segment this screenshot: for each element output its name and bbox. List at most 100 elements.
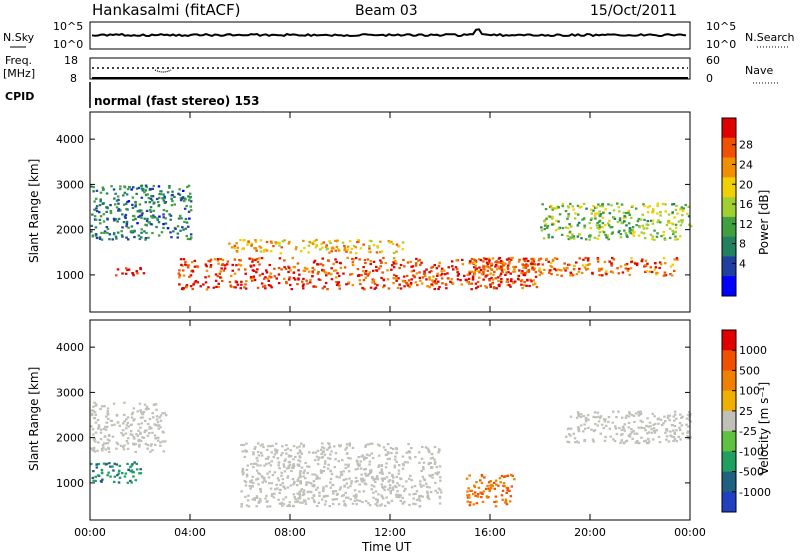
- velocity-cell: [652, 427, 656, 430]
- power-cell: [604, 271, 607, 274]
- power-cell: [545, 257, 548, 260]
- velocity-cell: [384, 448, 387, 452]
- velocity-cell: [129, 470, 132, 473]
- velocity-cell: [144, 442, 148, 445]
- power-cell: [674, 208, 678, 211]
- power-cell: [410, 270, 413, 273]
- power-cell: [403, 265, 406, 268]
- velocity-cell: [292, 464, 295, 467]
- velocity-cell: [596, 411, 600, 414]
- power-cell: [585, 207, 588, 210]
- power-cell: [491, 282, 494, 285]
- power-cell: [484, 285, 487, 288]
- power-cell: [302, 239, 305, 242]
- velocity-cell: [437, 451, 440, 454]
- power-cell: [602, 231, 606, 234]
- power-cell: [111, 238, 114, 241]
- power-cell: [410, 278, 413, 281]
- velocity-cell: [673, 419, 676, 422]
- power-cell: [543, 224, 547, 227]
- power-cell: [348, 240, 352, 243]
- velocity-cell: [429, 491, 433, 494]
- velocity-cell: [113, 423, 116, 426]
- velocity-cell: [342, 500, 346, 503]
- velocity-cell: [116, 421, 120, 424]
- power-cell: [233, 272, 237, 275]
- velocity-cell: [127, 468, 130, 471]
- power-cell: [551, 258, 555, 261]
- power-cell: [171, 200, 174, 203]
- power-cell: [358, 279, 361, 282]
- power-cell: [137, 186, 141, 189]
- power-cell: [583, 226, 586, 229]
- power-cell: [326, 247, 329, 250]
- power-cell: [181, 196, 184, 200]
- velocity-cell: [673, 438, 677, 441]
- power-cell: [140, 187, 144, 190]
- velocity-cell: [380, 468, 383, 471]
- power-cell: [521, 287, 524, 290]
- power-cell: [500, 265, 503, 268]
- power-cell: [256, 268, 259, 271]
- colorbar-tick-label: -100: [739, 445, 764, 458]
- power-cell: [569, 271, 572, 274]
- power-cell: [109, 211, 113, 215]
- power-cell: [433, 280, 437, 283]
- power-cell: [574, 212, 577, 215]
- power-cell: [187, 225, 190, 228]
- velocity-cell: [627, 421, 631, 425]
- power-cell: [672, 203, 676, 206]
- velocity-cell: [378, 471, 382, 474]
- power-cell: [605, 236, 608, 239]
- velocity-cell: [390, 499, 394, 502]
- velocity-cell: [327, 463, 330, 466]
- velocity-cell: [663, 415, 666, 418]
- power-cell: [143, 230, 146, 233]
- velocity-cell: [125, 418, 128, 421]
- velocity-cell: [495, 483, 498, 486]
- velocity-cell: [143, 431, 146, 434]
- power-cell: [635, 224, 638, 227]
- velocity-cell: [130, 416, 134, 419]
- velocity-cell: [686, 435, 689, 438]
- power-cell: [92, 186, 95, 189]
- power-cell: [351, 272, 354, 276]
- power-cell: [513, 268, 516, 271]
- power-cell: [425, 278, 428, 281]
- velocity-cell: [596, 424, 600, 427]
- power-cell: [182, 269, 185, 272]
- velocity-cell: [370, 484, 374, 487]
- velocity-cell: [272, 496, 276, 499]
- power-cell: [622, 211, 626, 214]
- power-cell: [500, 278, 503, 281]
- power-cell: [456, 268, 459, 271]
- power-cell: [667, 221, 671, 224]
- x-tick-label: 00:00: [74, 526, 106, 539]
- velocity-cell: [381, 471, 384, 474]
- velocity-cell: [313, 501, 316, 504]
- velocity-cell: [358, 499, 362, 502]
- power-cell: [532, 283, 535, 286]
- y-tick-label: 2000: [56, 224, 84, 237]
- velocity-cell: [285, 444, 288, 447]
- velocity-cell: [584, 418, 588, 421]
- velocity-cell: [483, 476, 486, 479]
- power-cell: [611, 231, 614, 234]
- power-cell: [531, 262, 534, 265]
- power-cell: [350, 247, 354, 251]
- power-cell: [510, 278, 513, 281]
- velocity-cell: [110, 424, 114, 427]
- power-cell: [659, 214, 662, 217]
- velocity-cell: [102, 427, 106, 431]
- velocity-cell: [142, 436, 146, 439]
- power-cell: [401, 248, 405, 251]
- velocity-cell: [109, 475, 112, 478]
- power-cell: [506, 266, 509, 269]
- power-cell: [158, 215, 161, 218]
- velocity-cell: [401, 502, 405, 505]
- velocity-cell: [602, 427, 605, 430]
- power-cell: [124, 216, 127, 220]
- velocity-cell: [506, 487, 510, 490]
- velocity-cell: [137, 429, 140, 432]
- power-cell: [184, 217, 188, 221]
